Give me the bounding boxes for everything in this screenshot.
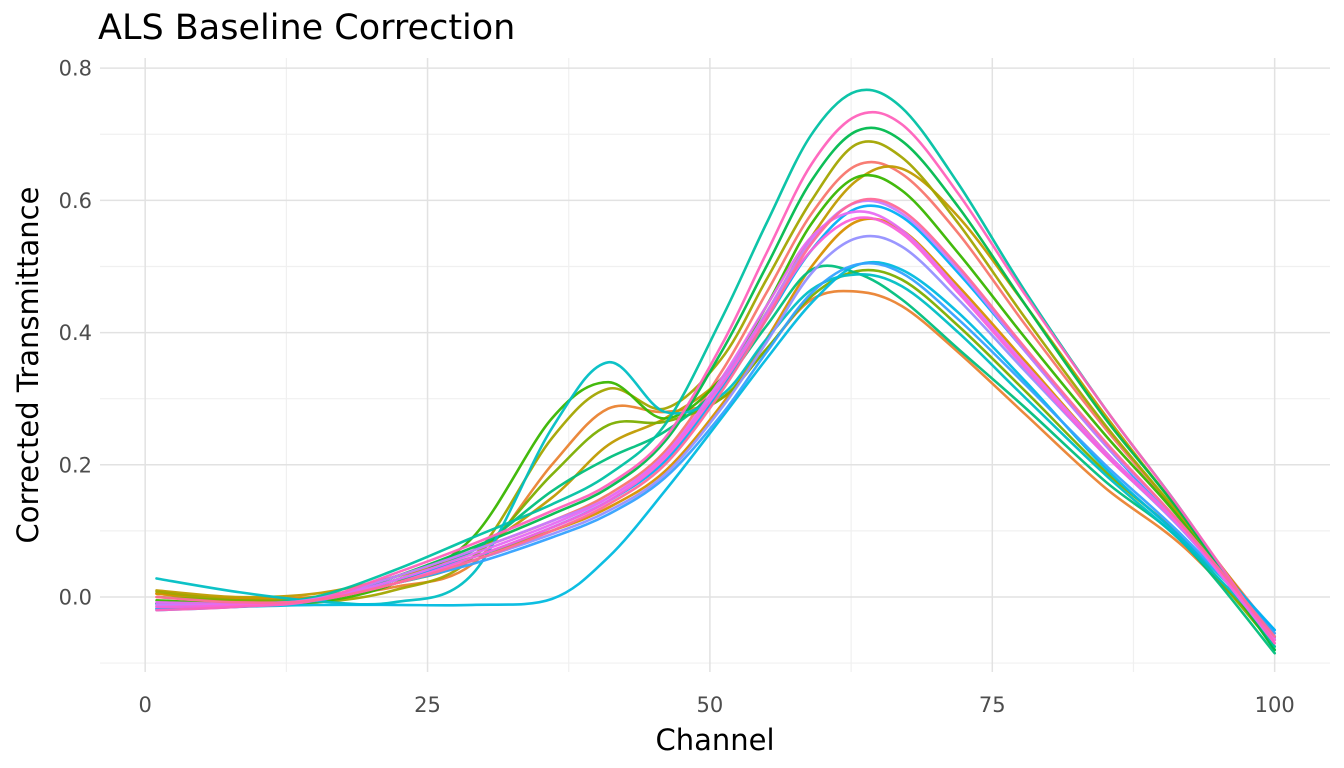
series-line-spectrum-16	[155, 199, 1276, 642]
x-tick-label: 75	[979, 693, 1006, 717]
x-tick-label: 0	[138, 693, 151, 717]
x-tick-label: 25	[414, 693, 441, 717]
x-axis-title: Channel	[655, 723, 775, 757]
x-tick-label: 100	[1255, 693, 1295, 717]
y-tick-label: 0.2	[59, 453, 92, 477]
x-tick-label: 50	[697, 693, 724, 717]
y-tick-label: 0.8	[59, 57, 92, 81]
series-line-spectrum-05	[155, 140, 1276, 642]
series-line-spectrum-20	[155, 197, 1276, 638]
y-tick-label: 0.6	[59, 189, 92, 213]
y-axis-title: Corrected Transmittance	[11, 186, 45, 544]
series-line-spectrum-11	[155, 273, 1276, 638]
series-line-spectrum-19	[155, 110, 1276, 645]
y-tick-label: 0.0	[59, 585, 92, 609]
y-tick-label: 0.4	[59, 321, 92, 345]
chart-title: ALS Baseline Correction	[98, 8, 516, 48]
series-line-spectrum-10	[155, 88, 1276, 648]
series-line-spectrum-17	[155, 210, 1276, 645]
